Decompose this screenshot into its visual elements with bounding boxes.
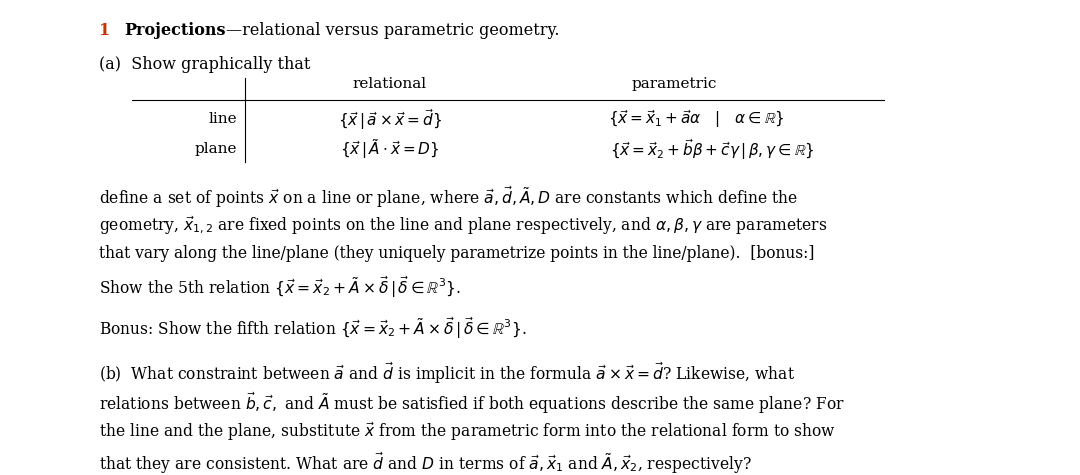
Text: line: line	[208, 112, 237, 126]
Text: Projections: Projections	[124, 21, 226, 38]
Text: relational: relational	[352, 76, 427, 91]
Text: that they are consistent. What are $\vec{d}$ and $D$ in terms of $\vec{a},\vec{x: that they are consistent. What are $\vec…	[99, 451, 753, 475]
Text: parametric: parametric	[632, 76, 717, 91]
Text: that vary along the line/plane (they uniquely parametrize points in the line/pla: that vary along the line/plane (they uni…	[99, 245, 815, 262]
Text: 1: 1	[99, 21, 111, 38]
Text: (b)  What constraint between $\vec{a}$ and $\vec{d}$ is implicit in the formula : (b) What constraint between $\vec{a}$ an…	[99, 361, 796, 386]
Text: $\{\vec{x}=\vec{x}_2+\vec{b}\beta+\vec{c}\gamma\,|\,\beta,\gamma\in\mathbb{R}\}$: $\{\vec{x}=\vec{x}_2+\vec{b}\beta+\vec{c…	[610, 137, 814, 162]
Text: (a)  Show graphically that: (a) Show graphically that	[99, 57, 311, 73]
Text: $\{\vec{x}=\vec{x}_1+\vec{a}\alpha\quad|\quad\alpha\in\mathbb{R}\}$: $\{\vec{x}=\vec{x}_1+\vec{a}\alpha\quad|…	[608, 108, 784, 130]
Text: the line and the plane, substitute $\vec{x}$ from the parametric form into the r: the line and the plane, substitute $\vec…	[99, 421, 836, 443]
Text: $\{\vec{x}\,|\,\tilde{A}\cdot\vec{x}=D\}$: $\{\vec{x}\,|\,\tilde{A}\cdot\vec{x}=D\}…	[340, 137, 440, 161]
Text: relations between $\vec{b},\vec{c},$ and $\tilde{A}$ must be satisfied if both e: relations between $\vec{b},\vec{c},$ and…	[99, 390, 846, 416]
Text: geometry, $\vec{x}_{1,2}$ are fixed points on the line and plane respectively, a: geometry, $\vec{x}_{1,2}$ are fixed poin…	[99, 215, 828, 237]
Text: define a set of points $\vec{x}$ on a line or plane, where $\vec{a},\vec{d},\til: define a set of points $\vec{x}$ on a li…	[99, 185, 798, 210]
Text: plane: plane	[194, 142, 237, 156]
Text: Bonus: Show the fifth relation $\{\vec{x}=\vec{x}_2+\tilde{A}\times\vec{\delta}\: Bonus: Show the fifth relation $\{\vec{x…	[99, 316, 527, 341]
Text: Show the 5th relation $\{\vec{x}=\vec{x}_2+\tilde{A}\times\vec{\delta}\,|\,\vec{: Show the 5th relation $\{\vec{x}=\vec{x}…	[99, 275, 461, 300]
Text: $\{\vec{x}\,|\,\vec{a}\times\vec{x}=\vec{d}\}$: $\{\vec{x}\,|\,\vec{a}\times\vec{x}=\vec…	[338, 106, 442, 132]
Text: —relational versus parametric geometry.: —relational versus parametric geometry.	[227, 21, 559, 38]
